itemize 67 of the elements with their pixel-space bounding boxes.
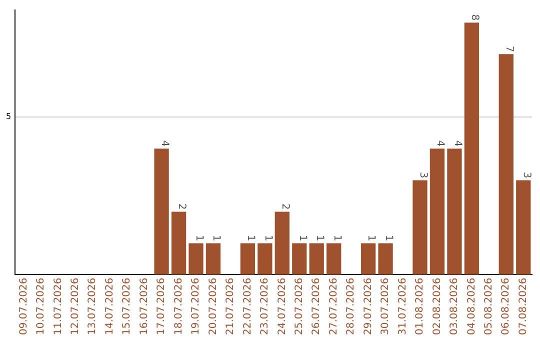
- x-tick-label: 22.07.2026: [242, 278, 254, 336]
- bar: [188, 243, 204, 275]
- data-label: 3: [520, 172, 532, 178]
- x-tick-label: 25.07.2026: [294, 278, 305, 336]
- x-tick-label: 07.08.2026: [518, 278, 529, 336]
- x-tick-label: 29.07.2026: [362, 278, 374, 336]
- x-tick-label: 20.07.2026: [208, 278, 219, 336]
- data-label: 2: [176, 203, 188, 210]
- x-tick-label: 24.07.2026: [276, 278, 288, 336]
- data-label: 4: [158, 140, 170, 147]
- x-tick-label: 10.07.2026: [36, 278, 47, 336]
- x-tick-label: 15.07.2026: [122, 278, 133, 336]
- x-tick-label: 17.07.2026: [156, 278, 168, 336]
- data-label: 4: [452, 140, 463, 147]
- x-tick-label: 06.08.2026: [500, 278, 512, 336]
- x-tick-label: 26.07.2026: [311, 278, 322, 336]
- x-tick-label: 21.07.2026: [225, 278, 236, 336]
- x-tick-label: 01.08.2026: [414, 278, 426, 336]
- bar: [171, 212, 186, 275]
- bar: [274, 212, 290, 275]
- x-tick-label: 02.08.2026: [432, 278, 443, 336]
- bar: [430, 148, 445, 275]
- data-label: 1: [210, 234, 222, 242]
- data-label: 3: [417, 172, 428, 178]
- data-label: 1: [382, 234, 394, 242]
- x-tick-label: 28.07.2026: [346, 278, 357, 336]
- bar: [498, 54, 514, 275]
- bar: [240, 243, 256, 275]
- bar: [309, 243, 324, 275]
- bar: [447, 148, 462, 275]
- data-label: 1: [331, 234, 342, 242]
- data-label: 1: [262, 234, 274, 242]
- x-tick-label: 18.07.2026: [173, 278, 184, 336]
- bar: [360, 243, 376, 275]
- x-tick-label: 11.07.2026: [52, 278, 64, 336]
- y-tick-label: 5: [6, 112, 12, 122]
- data-label: 7: [504, 46, 515, 52]
- bar: [206, 243, 221, 275]
- bar: [378, 243, 393, 275]
- x-tick-label: 04.08.2026: [466, 278, 478, 336]
- data-label: 1: [296, 234, 308, 242]
- bar: [154, 148, 169, 275]
- bar: [258, 243, 272, 275]
- data-label: 8: [469, 14, 480, 21]
- x-tick-label: 13.07.2026: [87, 278, 98, 336]
- data-label: 4: [434, 140, 446, 147]
- x-tick-label: 05.08.2026: [484, 278, 495, 336]
- bar: [412, 180, 428, 275]
- x-tick-label: 30.07.2026: [380, 278, 392, 336]
- x-tick-label: 09.07.2026: [18, 278, 30, 336]
- bar: [292, 243, 307, 275]
- data-label: 2: [280, 203, 291, 210]
- data-label: 1: [245, 234, 256, 242]
- x-tick-label: 31.07.2026: [397, 278, 408, 336]
- x-tick-label: 16.07.2026: [138, 278, 150, 336]
- bar: [326, 243, 342, 275]
- x-tick-label: 19.07.2026: [190, 278, 202, 336]
- data-label: 1: [314, 234, 326, 242]
- bar: [464, 22, 480, 275]
- x-tick-label: 03.08.2026: [449, 278, 460, 336]
- bar: [516, 180, 531, 275]
- x-tick-label: 23.07.2026: [260, 278, 271, 336]
- data-label: 1: [366, 234, 377, 242]
- x-tick-label: 27.07.2026: [328, 278, 340, 336]
- x-tick-label: 12.07.2026: [70, 278, 81, 336]
- x-tick-label: 14.07.2026: [104, 278, 116, 336]
- data-label: 1: [193, 234, 204, 242]
